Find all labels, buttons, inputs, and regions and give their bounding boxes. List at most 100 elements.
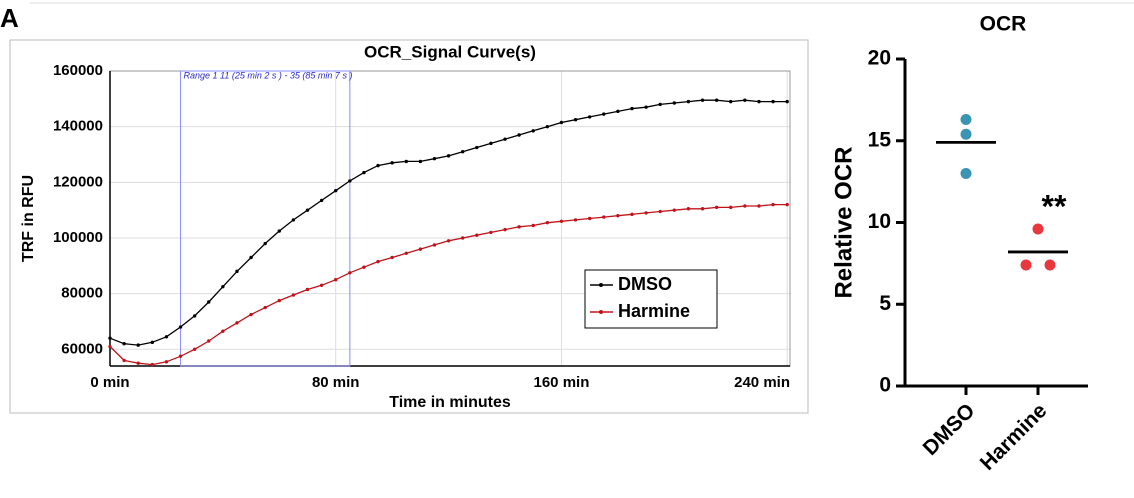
point (164, 360, 169, 364)
panel-label: A (0, 3, 19, 33)
point (545, 124, 550, 129)
range-label: Range 1 11 (25 min 2 s ) - 35 (85 min 7 … (184, 70, 353, 80)
point (305, 287, 310, 292)
point (785, 202, 789, 207)
legend-label: DMSO (618, 274, 672, 294)
point (573, 218, 578, 222)
x-tick-label: DMSO (919, 399, 980, 460)
point (150, 340, 155, 345)
y-tick-label: 80000 (61, 285, 103, 302)
y-axis-label: Relative OCR (830, 146, 857, 298)
point (418, 247, 423, 251)
y-tick-label: 0 (879, 374, 891, 397)
point (757, 99, 761, 104)
point (475, 145, 479, 150)
point (658, 102, 662, 107)
point (489, 141, 493, 146)
y-tick-label: 5 (879, 292, 891, 315)
y-tick-label: 160000 (53, 62, 103, 79)
point (235, 269, 239, 274)
point (108, 336, 112, 340)
x-tick-label: 80 min (312, 374, 360, 391)
point (1044, 259, 1056, 271)
point (545, 220, 550, 225)
point (362, 170, 366, 175)
point (178, 325, 183, 329)
point (700, 207, 705, 211)
point (390, 161, 394, 165)
point (221, 284, 225, 289)
point (192, 347, 197, 352)
point (672, 101, 677, 105)
point (658, 209, 662, 214)
point (573, 118, 578, 122)
point (616, 214, 620, 218)
point (517, 133, 521, 137)
point (460, 236, 465, 240)
x-axis-label: Time in minutes (389, 394, 511, 411)
annotation: ** (1042, 188, 1067, 224)
point (616, 109, 620, 114)
x-tick-label: 0 min (90, 374, 129, 391)
range-box (180, 70, 351, 367)
point (1032, 223, 1044, 235)
point (207, 339, 211, 343)
y-tick-label: 100000 (53, 229, 103, 246)
point (334, 188, 338, 193)
point (376, 259, 380, 264)
point (249, 255, 253, 260)
point (729, 99, 733, 104)
point (319, 198, 324, 203)
point (446, 154, 451, 158)
point (249, 312, 253, 317)
point (771, 202, 775, 207)
point (644, 211, 648, 215)
point (235, 321, 239, 325)
y-tick-label: 140000 (53, 118, 103, 135)
point (602, 112, 606, 116)
point (277, 298, 281, 303)
y-tick-label: 20 (868, 47, 891, 70)
y-tick-label: 10 (868, 210, 891, 233)
point (136, 343, 140, 347)
point (559, 120, 564, 125)
chart-title: OCR_Signal Curve(s) (364, 42, 536, 61)
point (150, 362, 155, 367)
point (418, 159, 423, 164)
point (108, 344, 112, 349)
point (291, 218, 296, 222)
point (729, 205, 733, 210)
point (960, 167, 972, 179)
point (263, 241, 267, 246)
point (714, 98, 719, 102)
point (602, 215, 606, 219)
point (686, 207, 691, 211)
point (404, 251, 408, 255)
point (221, 329, 225, 333)
point (960, 113, 972, 125)
legend-marker (599, 310, 603, 314)
panel-frame (9, 39, 809, 414)
point (503, 137, 507, 141)
point (771, 99, 775, 104)
legend-box (584, 269, 718, 329)
x-tick-label: Harmine (976, 399, 1052, 475)
point (517, 225, 521, 229)
point (700, 98, 705, 102)
y-tick-label: 15 (868, 128, 892, 151)
point (305, 208, 310, 212)
point (136, 361, 140, 365)
point (460, 150, 465, 154)
point (587, 115, 592, 119)
point (432, 243, 437, 247)
point (404, 159, 408, 164)
point (122, 358, 126, 363)
point (960, 128, 972, 140)
point (319, 283, 324, 287)
y-tick-label: 120000 (53, 173, 103, 190)
y-axis-label: TRF in RFU (20, 175, 37, 262)
point (475, 233, 479, 237)
point (503, 227, 507, 232)
point (644, 105, 648, 109)
